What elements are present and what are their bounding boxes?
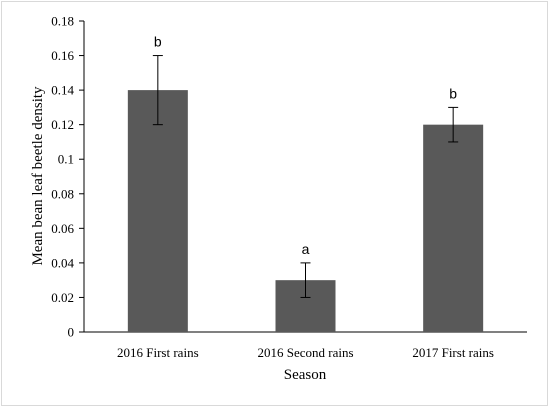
- y-axis-ticks: 0 0.02 0.04 0.06 0.08 0.1 0.12 0.14 0.16 0.18: [51, 14, 84, 340]
- category-label: 2017 First rains: [412, 345, 494, 360]
- significance-letter: b: [154, 34, 162, 50]
- y-tick-label: 0.18: [51, 14, 74, 29]
- y-tick-label: 0: [68, 325, 75, 340]
- y-tick-label: 0.12: [51, 117, 74, 132]
- error-bars-group: [152, 55, 459, 298]
- y-tick-label: 0.16: [51, 48, 74, 63]
- y-tick-label: 0.06: [51, 221, 74, 236]
- bars-group: [127, 90, 484, 333]
- category-label: 2016 Second rains: [257, 345, 353, 360]
- significance-letter: a: [302, 241, 310, 257]
- x-axis-title: Season: [284, 367, 327, 383]
- y-axis-title: Mean bean leaf beetle density: [30, 86, 46, 266]
- y-tick-label: 0.02: [51, 290, 74, 305]
- y-tick-label: 0.14: [51, 83, 74, 98]
- y-tick-label: 0.08: [51, 186, 74, 201]
- y-tick-label: 0.04: [51, 255, 74, 270]
- significance-letter: b: [449, 85, 457, 101]
- category-labels-group: 2016 First rains 2016 Second rains 2017 Fi…: [117, 345, 494, 360]
- y-tick-label: 0.1: [58, 152, 74, 167]
- bar: [127, 90, 188, 332]
- significance-letters-group: b a b: [154, 34, 457, 257]
- category-label: 2016 First rains: [117, 345, 199, 360]
- bar: [423, 124, 484, 333]
